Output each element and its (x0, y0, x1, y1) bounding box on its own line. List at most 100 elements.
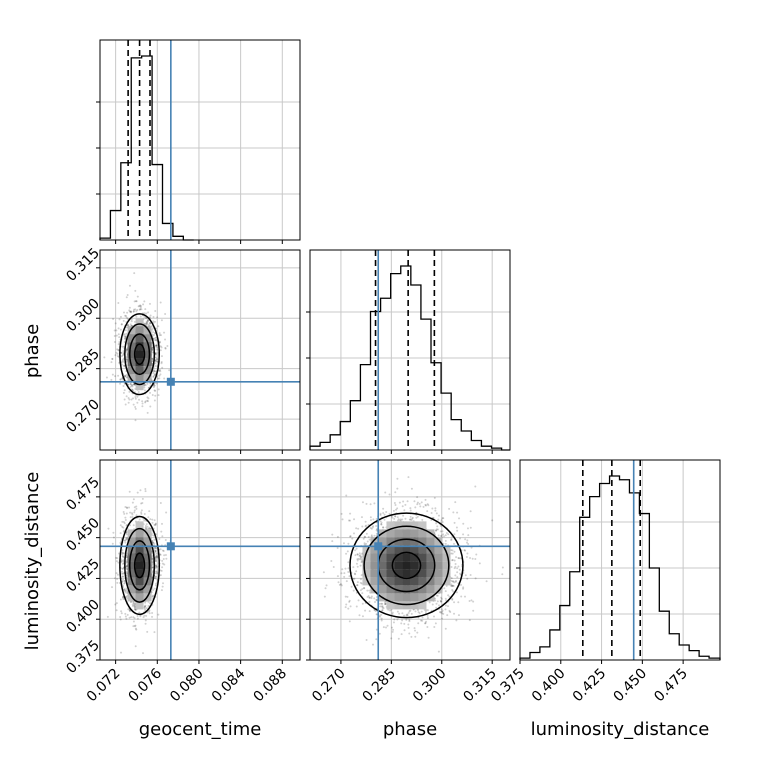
sample-point (435, 594, 438, 597)
sample-point (460, 595, 463, 598)
sample-point (141, 400, 144, 403)
density-cell (143, 561, 152, 570)
sample-point (124, 590, 127, 593)
sample-point (152, 534, 155, 537)
sample-point (359, 564, 362, 567)
sample-point (468, 600, 471, 603)
sample-point (131, 603, 134, 606)
sample-point (456, 529, 459, 532)
sample-point (153, 389, 156, 392)
sample-point (134, 289, 137, 292)
sample-point (138, 518, 141, 521)
sample-point (330, 560, 333, 563)
density-cell (135, 593, 144, 602)
sample-point (464, 538, 467, 541)
sample-point (451, 589, 454, 592)
sample-point (155, 344, 158, 347)
sample-point (149, 405, 152, 408)
sample-point (354, 549, 357, 552)
sample-point (122, 391, 125, 394)
sample-point (447, 533, 450, 536)
sample-point (151, 521, 154, 524)
sample-point (159, 301, 162, 304)
sample-point (154, 565, 157, 568)
sample-point (143, 389, 146, 392)
sample-point (441, 520, 444, 523)
sample-point (456, 571, 459, 574)
sample-point (443, 587, 446, 590)
sample-point (126, 359, 129, 362)
sample-point (402, 500, 405, 503)
sample-point (394, 515, 397, 518)
sample-point (410, 519, 413, 522)
sample-point (457, 557, 460, 560)
joint-phase-vs-luminosity-distance-content (322, 476, 504, 653)
x-tick-label-geocent_time: 0.076 (125, 665, 165, 705)
y-tick-label-luminosity_distance: 0.450 (63, 515, 103, 555)
sample-point (122, 598, 125, 601)
density-cell (127, 553, 136, 562)
sample-point (155, 344, 158, 347)
sample-point (156, 316, 159, 319)
sample-point (146, 318, 149, 321)
sample-point (125, 556, 128, 559)
sample-point (151, 346, 154, 349)
sample-point (153, 320, 156, 323)
sample-point (123, 389, 126, 392)
sample-point (103, 356, 106, 359)
sample-point (158, 377, 161, 380)
sample-point (136, 614, 139, 617)
sample-point (450, 566, 453, 569)
sample-point (382, 607, 385, 610)
histogram-geocent-time-step (99, 55, 194, 241)
sample-point (121, 345, 124, 348)
sample-point (347, 542, 350, 545)
sample-point (408, 518, 411, 521)
y-tick-label-phase: 0.285 (63, 346, 103, 386)
sample-point (116, 578, 119, 581)
sample-point (123, 335, 126, 338)
sample-point (131, 501, 134, 504)
sample-point (154, 523, 157, 526)
sample-point (154, 362, 157, 365)
sample-point (141, 402, 144, 405)
sample-point (374, 601, 377, 604)
sample-point (146, 321, 149, 324)
sample-point (154, 310, 157, 313)
sample-point (136, 295, 139, 298)
sample-point (125, 348, 128, 351)
sample-point (119, 616, 122, 619)
sample-point (120, 651, 123, 654)
sample-point (442, 517, 445, 520)
sample-point (384, 491, 387, 494)
sample-point (125, 524, 128, 527)
sample-point (393, 501, 396, 504)
sample-point (115, 602, 118, 605)
sample-point (149, 382, 152, 385)
sample-point (131, 385, 134, 388)
sample-point (375, 518, 378, 521)
sample-point (147, 516, 150, 519)
sample-point (127, 506, 130, 509)
sample-point (134, 419, 137, 422)
sample-point (123, 374, 126, 377)
y-tick-label-phase: 0.300 (63, 296, 103, 336)
sample-point (129, 516, 132, 519)
sample-point (372, 518, 375, 521)
sample-point (424, 498, 427, 501)
sample-point (348, 519, 351, 522)
sample-point (158, 332, 161, 335)
sample-point (369, 519, 372, 522)
sample-point (121, 567, 124, 570)
sample-point (153, 384, 156, 387)
sample-point (356, 553, 359, 556)
sample-point (144, 487, 147, 490)
sample-point (140, 511, 143, 514)
sample-point (125, 512, 128, 515)
sample-point (419, 505, 422, 508)
sample-point (163, 563, 166, 566)
sample-point (451, 552, 454, 555)
sample-point (155, 565, 158, 568)
sample-point (154, 339, 157, 342)
sample-point (434, 622, 437, 625)
